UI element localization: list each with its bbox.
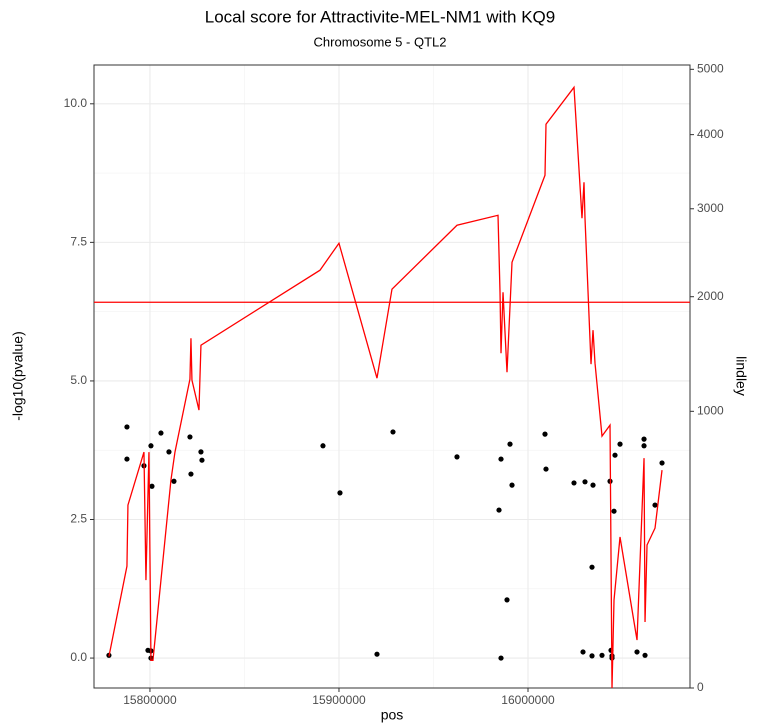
y2-tick-label: 1000: [697, 403, 724, 417]
point: [509, 482, 515, 488]
point: [542, 431, 548, 437]
point: [320, 443, 326, 449]
point: [507, 441, 513, 447]
point: [659, 460, 665, 466]
point: [571, 480, 577, 486]
chart-title: Local score for Attractivite-MEL-NM1 wit…: [205, 7, 556, 26]
y2-tick-label: 5000: [697, 61, 724, 75]
y2-tick-label: 4000: [697, 127, 724, 141]
y-tick-label: 7.5: [70, 235, 87, 249]
point: [617, 441, 623, 447]
point: [543, 466, 549, 472]
point: [337, 490, 343, 496]
point: [590, 482, 596, 488]
point: [498, 456, 504, 462]
point: [188, 471, 194, 477]
point: [149, 483, 155, 489]
point: [589, 653, 595, 659]
point: [634, 649, 640, 655]
y2-tick-label: 3000: [697, 201, 724, 215]
x-tick-label: 15900000: [312, 693, 366, 707]
point: [374, 651, 380, 657]
x-tick-label: 15800000: [123, 693, 177, 707]
point: [199, 457, 205, 463]
point: [589, 564, 595, 570]
y2-axis-label: lindley: [733, 356, 749, 396]
y-axis-label: -log10(pvalue): [10, 331, 26, 421]
point: [612, 452, 618, 458]
y-tick-label: 5.0: [70, 373, 87, 387]
point: [641, 443, 647, 449]
point: [580, 649, 586, 655]
point: [187, 434, 193, 440]
point: [148, 443, 154, 449]
x-tick-label: 16000000: [501, 693, 555, 707]
point: [166, 449, 172, 455]
point: [641, 436, 647, 442]
point: [158, 430, 164, 436]
point: [582, 479, 588, 485]
y-tick-label: 2.5: [70, 512, 87, 526]
y2-tick-label: 0: [697, 680, 704, 694]
y2-tick-label: 2000: [697, 289, 724, 303]
point: [124, 424, 130, 430]
point: [496, 507, 502, 513]
point: [124, 456, 130, 462]
point: [652, 502, 658, 508]
point: [454, 454, 460, 460]
x-axis-label: pos: [381, 707, 404, 723]
point: [599, 652, 605, 658]
y-tick-label: 0.0: [70, 650, 87, 664]
point: [171, 478, 177, 484]
line: [108, 85, 663, 689]
point: [504, 597, 510, 603]
point: [390, 429, 396, 435]
point: [198, 449, 204, 455]
point: [611, 508, 617, 514]
panel-border: [93, 64, 691, 689]
y-tick-label: 10.0: [64, 96, 88, 110]
point: [642, 652, 648, 658]
chart-subtitle: Chromosome 5 - QTL2: [314, 34, 447, 49]
point: [498, 655, 504, 661]
